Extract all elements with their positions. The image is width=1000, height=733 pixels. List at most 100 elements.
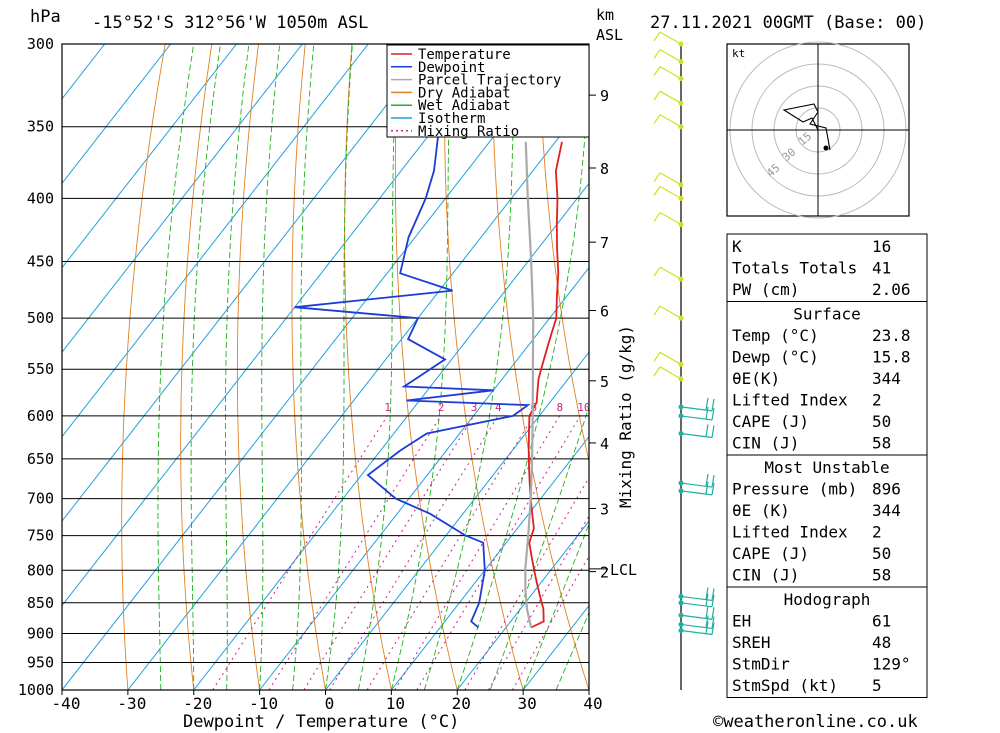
wind-barb-dot [678,124,684,130]
isotherm-line [62,44,303,353]
index-label: K [732,237,742,256]
wind-barb [653,114,682,128]
wind-barb [680,406,715,421]
isotherm-line [62,44,435,522]
location-title: -15°52'S 312°56'W 1050m ASL [92,13,368,33]
sounding-series [294,44,563,629]
index-label: Pressure (mb) [732,480,857,499]
wind-barb [653,212,682,226]
index-label: Lifted Index [732,391,848,410]
pressure-tick-label: 550 [27,360,54,378]
wind-barb [653,172,682,186]
wind-barb [653,266,682,280]
index-label: PW (cm) [732,280,799,299]
dry-adiabat-line [394,44,458,690]
dry-adiabat-line [959,44,1000,690]
x-tick-label: 30 [517,694,536,713]
legend-label: Mixing Ratio [418,124,519,140]
x-tick-label: 0 [325,694,335,713]
isotherm-line [127,98,589,690]
pressure-tick-label: 950 [27,653,54,671]
x-axis-label: Dewpoint / Temperature (°C) [183,712,459,732]
mixing-ratio-label: 20 [645,401,658,414]
axes: 3003504004505005506006507007508008509009… [18,35,637,732]
legend-label: Isotherm [418,111,485,127]
mixing-ratio-label: 25 [667,401,680,414]
isotherm-line [193,182,589,690]
index-value: 61 [872,612,891,631]
index-value: 896 [872,480,901,499]
height-tick-label: 8 [600,160,609,178]
index-value: 50 [872,544,891,563]
isotherm-line [259,266,589,690]
legend-label: Parcel Trajectory [418,73,561,89]
mixing-ratio-label: 4 [495,401,502,414]
wind-barbs [653,31,715,690]
wind-barb [653,185,682,199]
wet-adiabat-line [522,522,589,690]
mixing-ratio-label: 10 [577,401,590,414]
pressure-tick-label: 800 [27,561,54,579]
plot-frame [61,43,590,691]
pressure-unit-label: hPa [30,7,61,27]
x-tick-label: -40 [52,694,81,713]
legend-label: Wet Adiabat [418,98,511,114]
x-tick-label: -10 [249,694,278,713]
wind-barb [653,90,682,104]
wind-barb [680,424,715,439]
index-label: StmDir [732,655,790,674]
wet-adiabat-line [224,44,250,690]
wind-barb [680,606,715,620]
wet-adiabat-line [292,44,315,690]
x-tick-label: 40 [583,694,602,713]
isotherm-line [325,351,589,690]
legend-label: Dewpoint [418,60,485,76]
pressure-tick-label: 700 [27,490,54,508]
pressure-tick-label: 1000 [18,681,54,699]
dry-adiabat-line [912,44,1000,690]
parcel-trajectory-line [524,141,535,628]
index-label: θE (K) [732,501,790,520]
height-unit-label-asl: ASL [596,26,623,44]
dry-adiabat-line [121,44,166,690]
index-value: 58 [872,434,891,453]
index-value: 58 [872,566,891,585]
index-label: Totals Totals [732,259,857,278]
index-label: CAPE (J) [732,412,809,431]
index-value: 344 [872,369,901,388]
index-label: StmSpd (kt) [732,676,838,695]
table-section-frame [726,586,928,698]
index-label: EH [732,612,751,631]
index-value: 344 [872,501,901,520]
datetime-title: 27.11.2021 00GMT (Base: 00) [650,13,926,33]
storm-motion-marker [823,145,829,151]
hodograph-trace [782,103,831,151]
mixing-ratio-line [511,555,589,690]
dry-adiabat-line [180,44,213,690]
height-tick-label: 4 [600,435,609,453]
wind-barb-dot [678,59,684,65]
pressure-tick-label: 450 [27,253,54,271]
index-value: 16 [872,237,891,256]
pressure-tick-label: 350 [27,118,54,136]
x-tick-label: 20 [452,694,471,713]
temperature-line [527,141,563,629]
isotherm-line [62,44,172,185]
wind-barb [680,621,715,636]
pressure-tick-label: 650 [27,450,54,468]
wind-barb [680,397,715,412]
section-title: Most Unstable [764,458,889,477]
isotherm-line [62,44,501,607]
mixing-ratio-line [268,415,442,690]
isotherm-line [456,520,589,690]
wind-barb [653,351,682,365]
wet-adiabat-line [390,44,451,690]
pressure-tick-label: 400 [27,189,54,207]
isotherm-line [62,44,237,269]
section-title: Surface [793,305,860,324]
index-value: 23.8 [872,326,911,345]
wind-barb [653,305,682,319]
lcl-label: LCL [610,561,637,579]
